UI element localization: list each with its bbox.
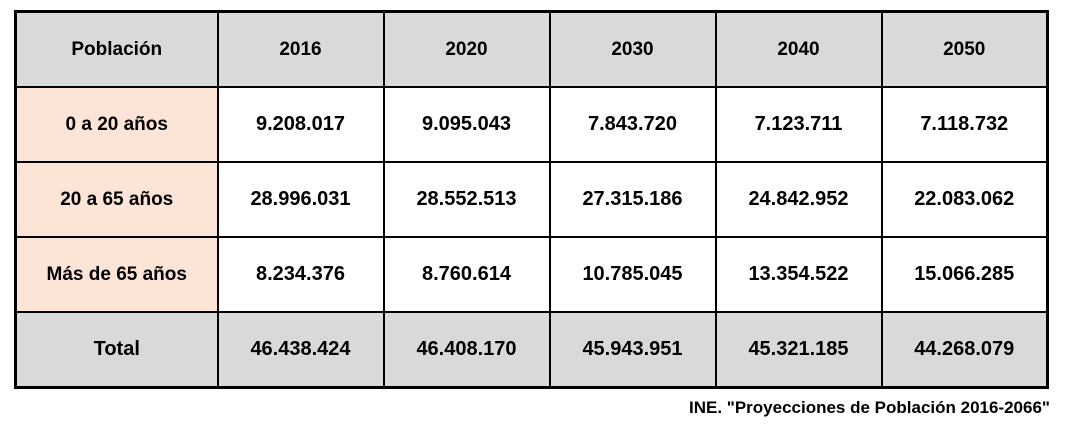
cell-total-2050: 44.268.079 bbox=[880, 311, 1049, 389]
cell-20-65-2030: 27.315.186 bbox=[548, 161, 717, 238]
cell-20-65-2020: 28.552.513 bbox=[382, 161, 551, 238]
cell-0-20-2050: 7.118.732 bbox=[880, 86, 1049, 163]
cell-20-65-2040: 24.842.952 bbox=[714, 161, 883, 238]
cell-mas-65-2016: 8.234.376 bbox=[216, 236, 385, 313]
row-label-total: Total bbox=[14, 311, 219, 389]
table-row-0-20: 0 a 20 años 9.208.017 9.095.043 7.843.72… bbox=[14, 86, 1049, 163]
cell-0-20-2040: 7.123.711 bbox=[714, 86, 883, 163]
column-header-2040: 2040 bbox=[714, 10, 883, 88]
cell-mas-65-2030: 10.785.045 bbox=[548, 236, 717, 313]
column-header-2050: 2050 bbox=[880, 10, 1049, 88]
cell-mas-65-2040: 13.354.522 bbox=[714, 236, 883, 313]
cell-total-2020: 46.408.170 bbox=[382, 311, 551, 389]
row-label-0-20: 0 a 20 años bbox=[14, 86, 219, 163]
cell-total-2016: 46.438.424 bbox=[216, 311, 385, 389]
column-header-2020: 2020 bbox=[382, 10, 551, 88]
table-row-20-65: 20 a 65 años 28.996.031 28.552.513 27.31… bbox=[14, 161, 1049, 238]
source-caption: INE. "Proyecciones de Población 2016-206… bbox=[688, 398, 1050, 417]
cell-total-2040: 45.321.185 bbox=[714, 311, 883, 389]
row-label-mas-65: Más de 65 años bbox=[14, 236, 219, 313]
table-header-row: Población 2016 2020 2030 2040 2050 bbox=[14, 10, 1049, 88]
cell-mas-65-2020: 8.760.614 bbox=[382, 236, 551, 313]
column-header-2030: 2030 bbox=[548, 10, 717, 88]
population-projection-table: Población 2016 2020 2030 2040 2050 0 a 2… bbox=[14, 10, 1049, 389]
row-label-20-65: 20 a 65 años bbox=[14, 161, 219, 238]
cell-0-20-2020: 9.095.043 bbox=[382, 86, 551, 163]
cell-20-65-2016: 28.996.031 bbox=[216, 161, 385, 238]
table-row-total: Total 46.438.424 46.408.170 45.943.951 4… bbox=[14, 311, 1049, 389]
cell-0-20-2016: 9.208.017 bbox=[216, 86, 385, 163]
cell-20-65-2050: 22.083.062 bbox=[880, 161, 1049, 238]
column-header-poblacion: Población bbox=[14, 10, 219, 88]
table-row-mas-65: Más de 65 años 8.234.376 8.760.614 10.78… bbox=[14, 236, 1049, 313]
cell-mas-65-2050: 15.066.285 bbox=[880, 236, 1049, 313]
cell-0-20-2030: 7.843.720 bbox=[548, 86, 717, 163]
column-header-2016: 2016 bbox=[216, 10, 385, 88]
cell-total-2030: 45.943.951 bbox=[548, 311, 717, 389]
